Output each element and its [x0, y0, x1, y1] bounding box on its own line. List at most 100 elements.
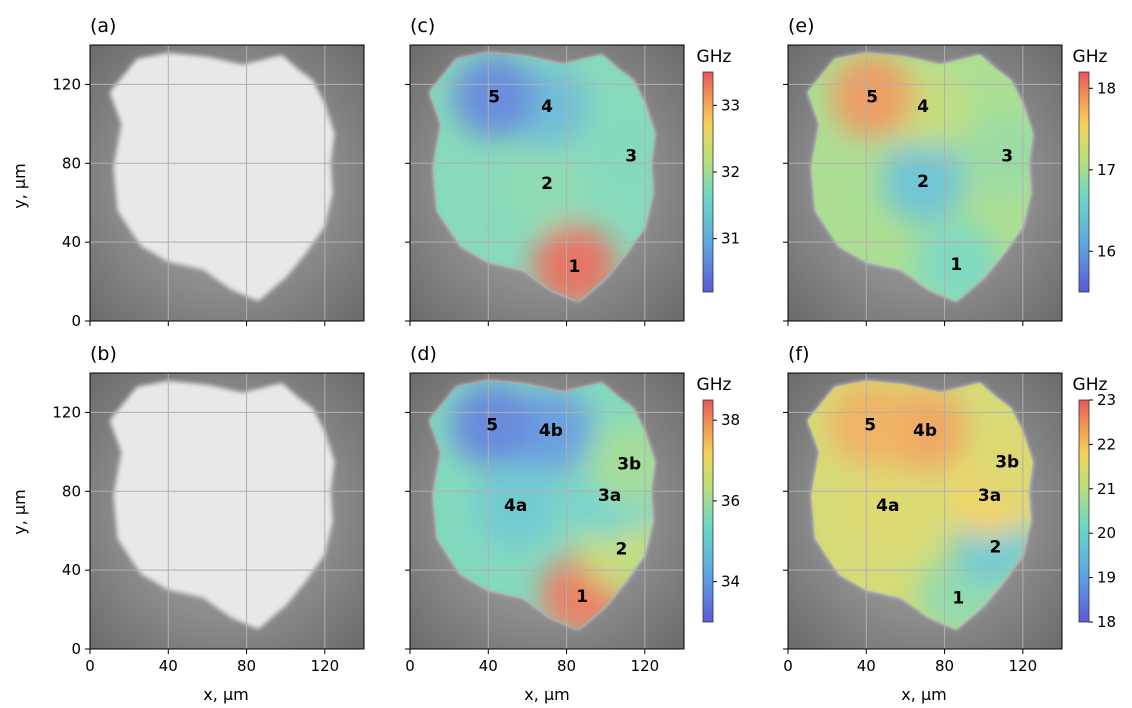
colorbar-tick-label: 32 [721, 163, 740, 181]
panel-tag: (f) [788, 343, 810, 365]
y-tick-label: 40 [62, 561, 81, 579]
colorbar-tick-label: 16 [1097, 242, 1116, 260]
colorbar-tick-label: 22 [1097, 435, 1116, 453]
region-patch-2 [881, 139, 966, 224]
colorbar-e: GHz 16 17 18 [1073, 47, 1116, 293]
frequency-overlay [807, 380, 1033, 630]
region-patch-4a [473, 463, 558, 548]
region-patch-4a [845, 463, 930, 548]
colorbar-gradient [702, 71, 714, 293]
x-tick-label: 80 [237, 657, 256, 675]
region-patch-5 [830, 54, 915, 139]
colorbar-tick-label: 34 [721, 573, 740, 591]
region-label-3a: 3a [598, 486, 621, 506]
y-tick-label: 40 [62, 233, 81, 251]
region-label-3: 3 [1001, 146, 1013, 166]
x-axis-title-middle: x, µm [524, 685, 569, 704]
region-patch-5 [828, 382, 913, 467]
panel-tag: (b) [90, 343, 117, 365]
panel-tag: (d) [410, 343, 437, 365]
y-axis-title-top: y, µm [10, 163, 29, 208]
y-axis-titles: y, µm y, µm [10, 163, 29, 534]
region-patch-5 [450, 382, 535, 467]
panel-tag: (c) [410, 15, 435, 37]
panel-a: 0 40 80 120 (a) [52, 15, 365, 330]
panel-b: 0 40 80 120 0 40 80 120 (b) [52, 343, 365, 675]
region-label-5: 5 [864, 415, 876, 435]
colorbar-unit: GHz [1073, 47, 1108, 67]
x-tick-label: 80 [935, 657, 954, 675]
region-label-3a: 3a [978, 486, 1001, 506]
x-tick-label: 40 [159, 657, 178, 675]
x-tick-label: 0 [85, 657, 95, 675]
colorbar-tick-label: 38 [721, 411, 740, 429]
colorbar-f: GHz 18 19 20 21 22 23 [1073, 375, 1117, 631]
panel-d: GHz 34 36 38 1 2 3a 3b 4a 4b 5 0 40 80 120 (d) [405, 343, 740, 675]
frequency-overlay [429, 380, 655, 630]
region-label-3b: 3b [995, 453, 1019, 473]
colorbar-tick-label: 23 [1097, 391, 1116, 409]
colorbar-tick-label: 17 [1097, 161, 1116, 179]
region-label-2: 2 [615, 539, 627, 559]
region-label-3: 3 [625, 146, 637, 166]
region-label-4b: 4b [539, 421, 563, 441]
region-label-3b: 3b [617, 455, 641, 475]
region-label-2: 2 [541, 174, 553, 194]
flake-image [109, 380, 335, 630]
region-label-2: 2 [917, 172, 929, 192]
colorbar-unit: GHz [697, 375, 732, 395]
x-tick-label: 120 [631, 657, 660, 675]
y-tick-label: 0 [71, 312, 81, 330]
flake-image [109, 52, 335, 302]
region-label-4a: 4a [876, 496, 899, 516]
region-label-4a: 4a [504, 496, 527, 516]
panel-frame [787, 44, 1063, 322]
region-patch-5 [452, 54, 537, 139]
x-tick-label: 120 [1009, 657, 1038, 675]
region-label-1: 1 [576, 587, 588, 607]
x-axis-title-left: x, µm [203, 685, 248, 704]
panel-tag: (e) [788, 15, 815, 37]
region-label-4: 4 [541, 97, 553, 117]
colorbar-tick-label: 21 [1097, 480, 1116, 498]
region-label-5: 5 [866, 87, 878, 107]
colorbar-gradient [1078, 71, 1090, 293]
region-label-5: 5 [486, 415, 498, 435]
x-axis-title-right: x, µm [901, 685, 946, 704]
panel-frame [409, 44, 685, 322]
region-patch-3 [965, 113, 1033, 198]
panel-frame [89, 44, 365, 322]
y-tick-label: 80 [62, 154, 81, 172]
region-label-1: 1 [952, 589, 964, 609]
x-tick-label: 40 [479, 657, 498, 675]
x-tick-label: 40 [857, 657, 876, 675]
colorbar-unit: GHz [1073, 375, 1108, 395]
panel-frame [89, 372, 365, 650]
y-axis-title-bottom: y, µm [10, 489, 29, 534]
panel-tag: (a) [90, 15, 116, 37]
y-tick-label: 120 [52, 403, 81, 421]
colorbar-tick-label: 20 [1097, 524, 1116, 542]
colorbar-tick-label: 18 [1097, 79, 1116, 97]
frequency-regions [450, 382, 655, 630]
colorbar-gradient [1078, 399, 1090, 623]
region-label-1: 1 [950, 255, 962, 275]
panel-c: GHz 31 32 33 1 2 3 4 5 (c) [405, 15, 740, 326]
region-label-4: 4 [917, 97, 929, 117]
frequency-regions [452, 54, 655, 302]
x-tick-label: 0 [783, 657, 793, 675]
region-label-5: 5 [488, 87, 500, 107]
colorbar-gradient [702, 399, 714, 623]
y-tick-label: 120 [52, 75, 81, 93]
panel-frame [787, 372, 1063, 650]
region-patch-2 [505, 141, 589, 225]
panel-frame [409, 372, 685, 650]
x-tick-label: 80 [557, 657, 576, 675]
panel-f: GHz 18 19 20 21 22 23 1 2 3a 3b 4a 4b 5 0 40 80 120 (f) [783, 343, 1116, 675]
region-label-4b: 4b [913, 421, 937, 441]
colorbar-unit: GHz [697, 47, 732, 67]
region-label-1: 1 [568, 257, 580, 277]
panel-e: GHz 16 17 18 1 2 3 4 5 (e) [783, 15, 1116, 326]
colorbar-tick-label: 18 [1097, 613, 1116, 631]
